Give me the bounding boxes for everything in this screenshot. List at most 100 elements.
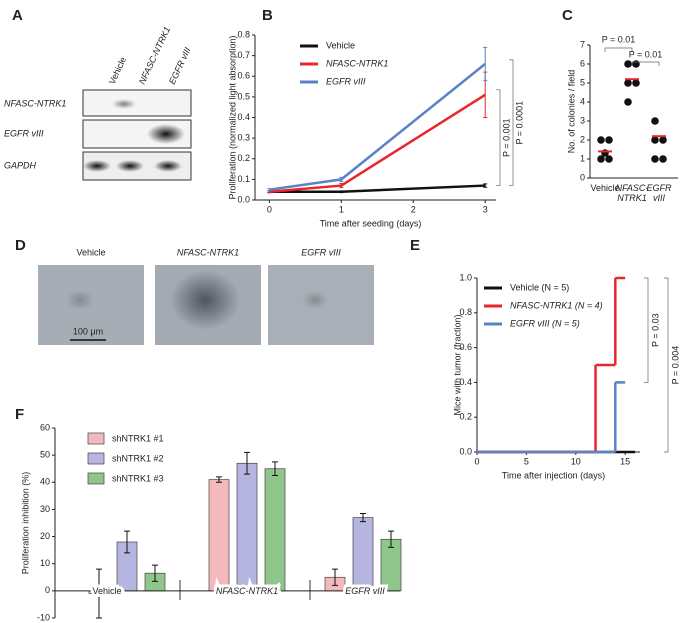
- row-label: GAPDH: [4, 160, 37, 170]
- x-tick-label: 15: [620, 456, 630, 466]
- dot: [601, 149, 609, 157]
- error-bar: [332, 568, 338, 586]
- y-tick-label: 20: [40, 531, 50, 541]
- y-tick-label: 1.0: [459, 272, 472, 282]
- y-tick-label: 0.0: [459, 446, 472, 456]
- colony: [303, 291, 327, 309]
- dot: [659, 155, 667, 163]
- y-tick-label: 0.1: [237, 174, 250, 184]
- error-bar: [339, 176, 344, 182]
- x-axis-label: Time after seeding (days): [320, 218, 422, 228]
- y-tick-label: 3: [580, 115, 585, 125]
- dot: [605, 136, 613, 144]
- legend-swatch: [87, 432, 105, 445]
- legend-label: Vehicle (N = 5): [510, 282, 569, 292]
- dot: [597, 136, 605, 144]
- y-tick-label: 30: [40, 504, 50, 514]
- panel-label: B: [262, 7, 273, 24]
- y-tick-label: 0.2: [459, 412, 472, 422]
- y-tick-label: -10: [37, 612, 50, 622]
- error-bar: [152, 564, 158, 582]
- bracket: [664, 277, 669, 453]
- x-tick-label: NFASC-NTRK1: [615, 183, 649, 203]
- annotation: P = 0.0001: [514, 101, 524, 145]
- y-tick-label: 0.4: [459, 377, 472, 387]
- y-tick-label: 40: [40, 477, 50, 487]
- panel-label: A: [12, 7, 23, 24]
- y-tick-label: 0.6: [237, 71, 250, 81]
- band: [116, 160, 144, 172]
- error-bar: [244, 451, 250, 475]
- error-bar: [96, 568, 102, 619]
- y-tick-label: 5: [580, 77, 585, 87]
- dot: [632, 79, 640, 87]
- dot: [624, 60, 632, 68]
- dot: [632, 60, 640, 68]
- y-tick-label: 1: [580, 153, 585, 163]
- y-tick-label: 0: [580, 172, 585, 182]
- dot: [597, 155, 605, 163]
- y-tick-label: 10: [40, 558, 50, 568]
- dot: [659, 136, 667, 144]
- legend-label: shNTRK1 #1: [112, 433, 164, 443]
- row-label: EGFR vIII: [4, 128, 44, 138]
- x-tick-label: NFASC-NTRK1: [216, 586, 278, 596]
- error-bar: [216, 476, 222, 483]
- x-tick-label: EGFR vIII: [646, 183, 672, 203]
- y-tick-label: 0.8: [237, 29, 250, 39]
- y-tick-label: 0: [45, 585, 50, 595]
- panel-label: C: [562, 7, 573, 24]
- y-tick-label: 7: [580, 39, 585, 49]
- y-tick-label: 0.8: [459, 307, 472, 317]
- lane-label: NFASC-NTRK1: [137, 25, 172, 86]
- error-bar: [272, 461, 278, 476]
- y-tick-label: 50: [40, 450, 50, 460]
- legend-label: EGFR vIII: [326, 76, 366, 86]
- y-tick-label: 0.0: [237, 194, 250, 204]
- micrograph-label: EGFR vIII: [301, 247, 341, 257]
- dot: [651, 136, 659, 144]
- legend-label: shNTRK1 #2: [112, 453, 164, 463]
- band: [147, 124, 185, 144]
- panel-label: F: [15, 406, 24, 423]
- annotation: P = 0.004: [670, 346, 680, 385]
- y-tick-label: 60: [40, 422, 50, 432]
- x-tick-label: Vehicle: [92, 586, 121, 596]
- y-axis-label: Proliferation (normalized light absorpti…: [227, 35, 237, 199]
- y-axis-label: Proliferation inhibition (%): [20, 472, 30, 575]
- bracket: [604, 47, 633, 52]
- legend-label: NFASC-NTRK1 (N = 4): [510, 300, 603, 310]
- y-tick-label: 0.3: [237, 133, 250, 143]
- y-tick-label: 2: [580, 134, 585, 144]
- x-tick-label: 2: [411, 204, 416, 214]
- legend-label: Vehicle: [326, 40, 355, 50]
- lane-label: EGFR vIII: [167, 45, 193, 85]
- dot: [651, 155, 659, 163]
- error-bar: [339, 183, 344, 189]
- dot: [624, 79, 632, 87]
- panel-label: E: [410, 237, 420, 254]
- error-bar: [339, 190, 344, 194]
- annotation: P = 0.001: [501, 118, 511, 157]
- legend-label: NFASC-NTRK1: [326, 58, 388, 68]
- y-tick-label: 0.7: [237, 50, 250, 60]
- bar: [208, 479, 230, 592]
- error-bar: [267, 188, 272, 192]
- legend-swatch: [87, 472, 105, 485]
- error-bar: [483, 46, 488, 81]
- bar: [264, 468, 286, 592]
- annotation: P = 0.03: [650, 313, 660, 347]
- bar: [352, 517, 374, 592]
- dot: [605, 155, 613, 163]
- x-tick-label: EGFR vIII: [345, 586, 385, 596]
- bracket: [509, 59, 514, 186]
- band: [83, 160, 111, 172]
- line: [269, 93, 486, 193]
- row-label: NFASC-NTRK1: [4, 98, 66, 108]
- band: [154, 160, 182, 172]
- y-tick-label: 0.6: [459, 342, 472, 352]
- bracket: [631, 61, 660, 66]
- colony: [170, 270, 240, 330]
